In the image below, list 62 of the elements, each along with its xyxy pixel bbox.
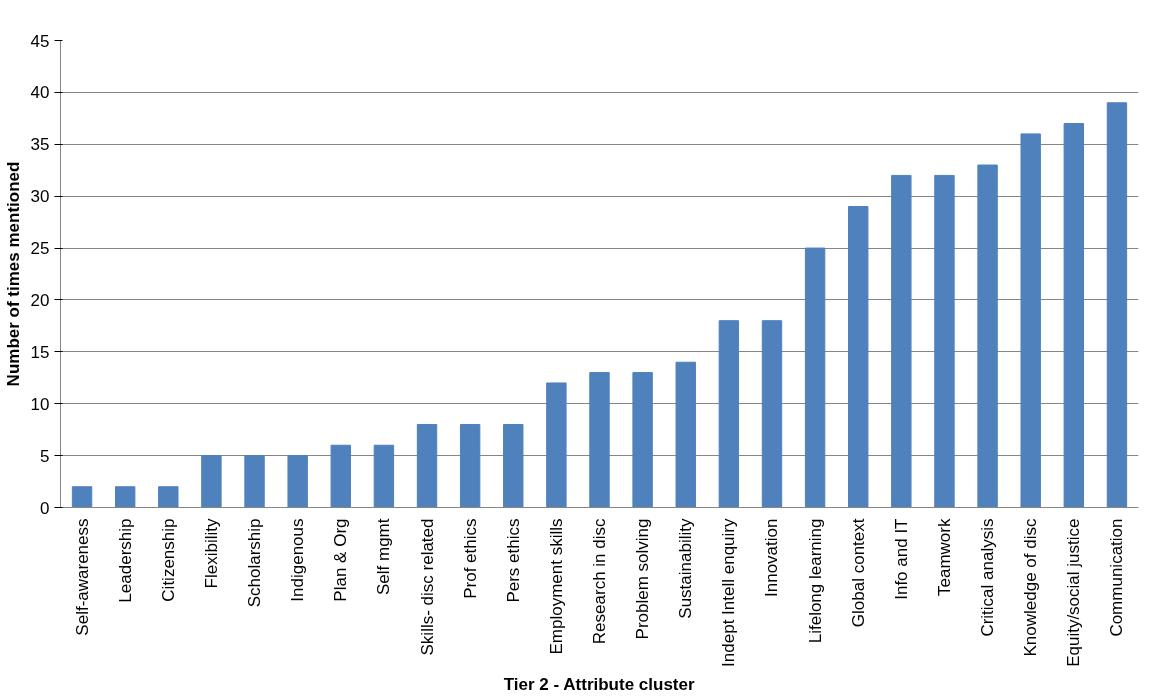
y-tick-label: 20	[30, 290, 50, 310]
x-tick-label: Leadership	[115, 518, 135, 603]
bar	[503, 423, 524, 508]
x-tick-label: Plan & Org	[331, 518, 351, 602]
bar	[201, 455, 222, 508]
bar	[114, 486, 136, 508]
bar	[546, 382, 567, 508]
bar	[891, 174, 912, 508]
x-tick-label: Employment skills	[546, 518, 566, 655]
bar	[158, 486, 179, 508]
bar	[373, 444, 395, 508]
bar	[804, 247, 826, 508]
y-tick-label: 45	[30, 31, 50, 51]
bar	[632, 372, 653, 508]
y-tick-label: 15	[30, 342, 50, 362]
x-tick-label: Lifelong learning	[805, 518, 825, 644]
x-tick-label: Prof ethics	[460, 518, 480, 599]
bar	[718, 320, 740, 508]
bar	[330, 444, 351, 508]
x-tick-label: Teamwork	[934, 518, 954, 596]
x-tick-label: Problem solving	[633, 518, 653, 640]
x-tick-label: Communication	[1107, 518, 1127, 637]
bar	[1020, 133, 1041, 508]
x-tick-label: Self-awareness	[72, 518, 92, 636]
y-tick-label: 40	[30, 83, 50, 103]
y-tick-label: 25	[30, 239, 50, 259]
bar	[416, 423, 438, 508]
bar	[848, 206, 869, 508]
x-tick-label: Pers ethics	[503, 518, 523, 603]
x-tick-label: Citizenship	[158, 518, 178, 602]
bar	[71, 486, 93, 508]
y-tick-label: 35	[30, 135, 50, 155]
bar	[1063, 123, 1085, 508]
x-tick-label: Info and IT	[891, 518, 911, 600]
x-tick-label: Skills- disc related	[417, 518, 437, 656]
bar	[934, 174, 955, 508]
x-tick-label: Indigenous	[288, 518, 308, 602]
y-tick-label: 5	[40, 446, 50, 466]
x-tick-label: Innovation	[762, 518, 782, 597]
bar	[977, 164, 998, 508]
x-tick-label: Indept Intell enquiry	[719, 518, 739, 667]
x-tick-label: Flexibility	[201, 518, 221, 589]
x-tick-label: Knowledge of disc	[1021, 518, 1041, 657]
x-tick-label: Sustainability	[676, 518, 696, 619]
bar	[675, 361, 696, 508]
x-tick-label: Global context	[848, 518, 868, 628]
bar	[287, 455, 308, 508]
x-tick-label: Critical analysis	[978, 518, 998, 637]
y-tick-label: 10	[30, 394, 50, 414]
x-tick-label: Research in disc	[590, 518, 609, 645]
x-tick-label: Self mgmt	[374, 518, 394, 596]
bar	[589, 372, 610, 508]
x-tick-label: Scholarship	[245, 518, 265, 608]
bar	[244, 455, 265, 508]
bar	[459, 423, 481, 508]
bar	[761, 320, 783, 508]
y-tick-label: 30	[30, 187, 50, 207]
bar	[1106, 102, 1128, 508]
y-tick-label: 0	[40, 498, 50, 518]
y-axis-title: Number of times mentioned	[3, 161, 23, 387]
x-axis-title: Tier 2 - Attribute cluster	[503, 674, 695, 694]
x-tick-label: Equity/social justice	[1064, 518, 1084, 667]
